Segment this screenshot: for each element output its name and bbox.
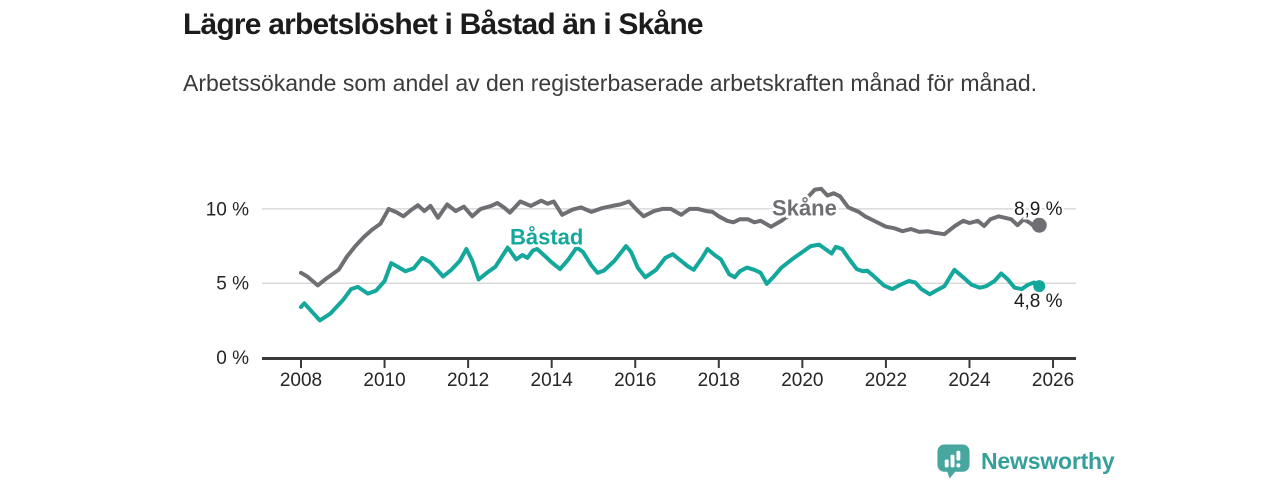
series-end-dot-skåne: [1031, 217, 1047, 233]
y-tick-label: 0 %: [216, 348, 249, 369]
series-line-båstad: [299, 242, 1042, 323]
end-value-label-båstad: 4,8 %: [1014, 291, 1063, 312]
x-tick-label: 2022: [865, 370, 907, 391]
series-label-båstad: Båstad: [510, 224, 583, 249]
x-tick-label: 2010: [363, 370, 405, 391]
x-tick-label: 2012: [447, 370, 489, 391]
chart-subtitle: Arbetssökande som andel av den registerb…: [183, 70, 1038, 96]
series-label-skåne: Skåne: [772, 196, 837, 221]
x-tick-label: 2014: [531, 370, 574, 391]
series-end-dot-båstad: [1033, 280, 1046, 293]
x-tick-label: 2020: [781, 370, 823, 391]
y-tick-label: 5 %: [216, 274, 249, 295]
x-tick-label: 2018: [698, 370, 740, 391]
newsworthy-brand: Newsworthy: [936, 443, 1115, 479]
series-line-skåne: [299, 186, 1042, 288]
y-tick-label: 10 %: [206, 199, 249, 220]
page-title: Lägre arbetslöshet i Båstad än i Skåne: [183, 8, 704, 41]
end-value-label-skåne: 8,9 %: [1014, 199, 1063, 220]
newsworthy-logo-icon: [936, 443, 971, 479]
brand-name: Newsworthy: [981, 447, 1115, 474]
x-tick-label: 2008: [280, 370, 322, 391]
x-tick-label: 2024: [948, 370, 991, 391]
x-tick-label: 2026: [1032, 370, 1074, 391]
x-tick-label: 2016: [614, 370, 656, 391]
